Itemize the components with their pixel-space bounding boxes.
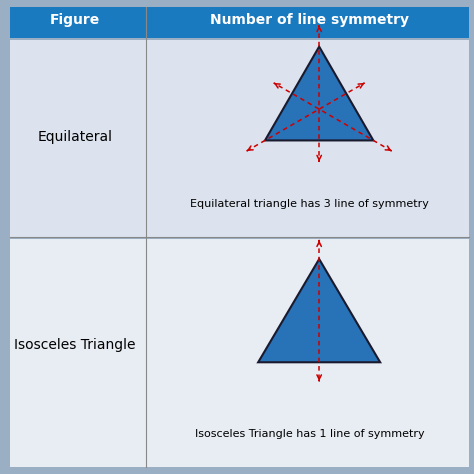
- Text: Equilateral: Equilateral: [38, 130, 113, 144]
- Text: Isosceles Triangle: Isosceles Triangle: [14, 338, 136, 352]
- Text: Number of line symmetry: Number of line symmetry: [210, 13, 409, 27]
- Bar: [9, 7, 469, 37]
- Bar: [9, 40, 469, 237]
- Text: Isosceles Triangle has 1 line of symmetry: Isosceles Triangle has 1 line of symmetr…: [195, 429, 425, 439]
- Polygon shape: [265, 46, 374, 140]
- Polygon shape: [258, 259, 380, 362]
- Bar: [9, 239, 469, 467]
- Text: Figure: Figure: [50, 13, 100, 27]
- Text: Equilateral triangle has 3 line of symmetry: Equilateral triangle has 3 line of symme…: [191, 199, 429, 209]
